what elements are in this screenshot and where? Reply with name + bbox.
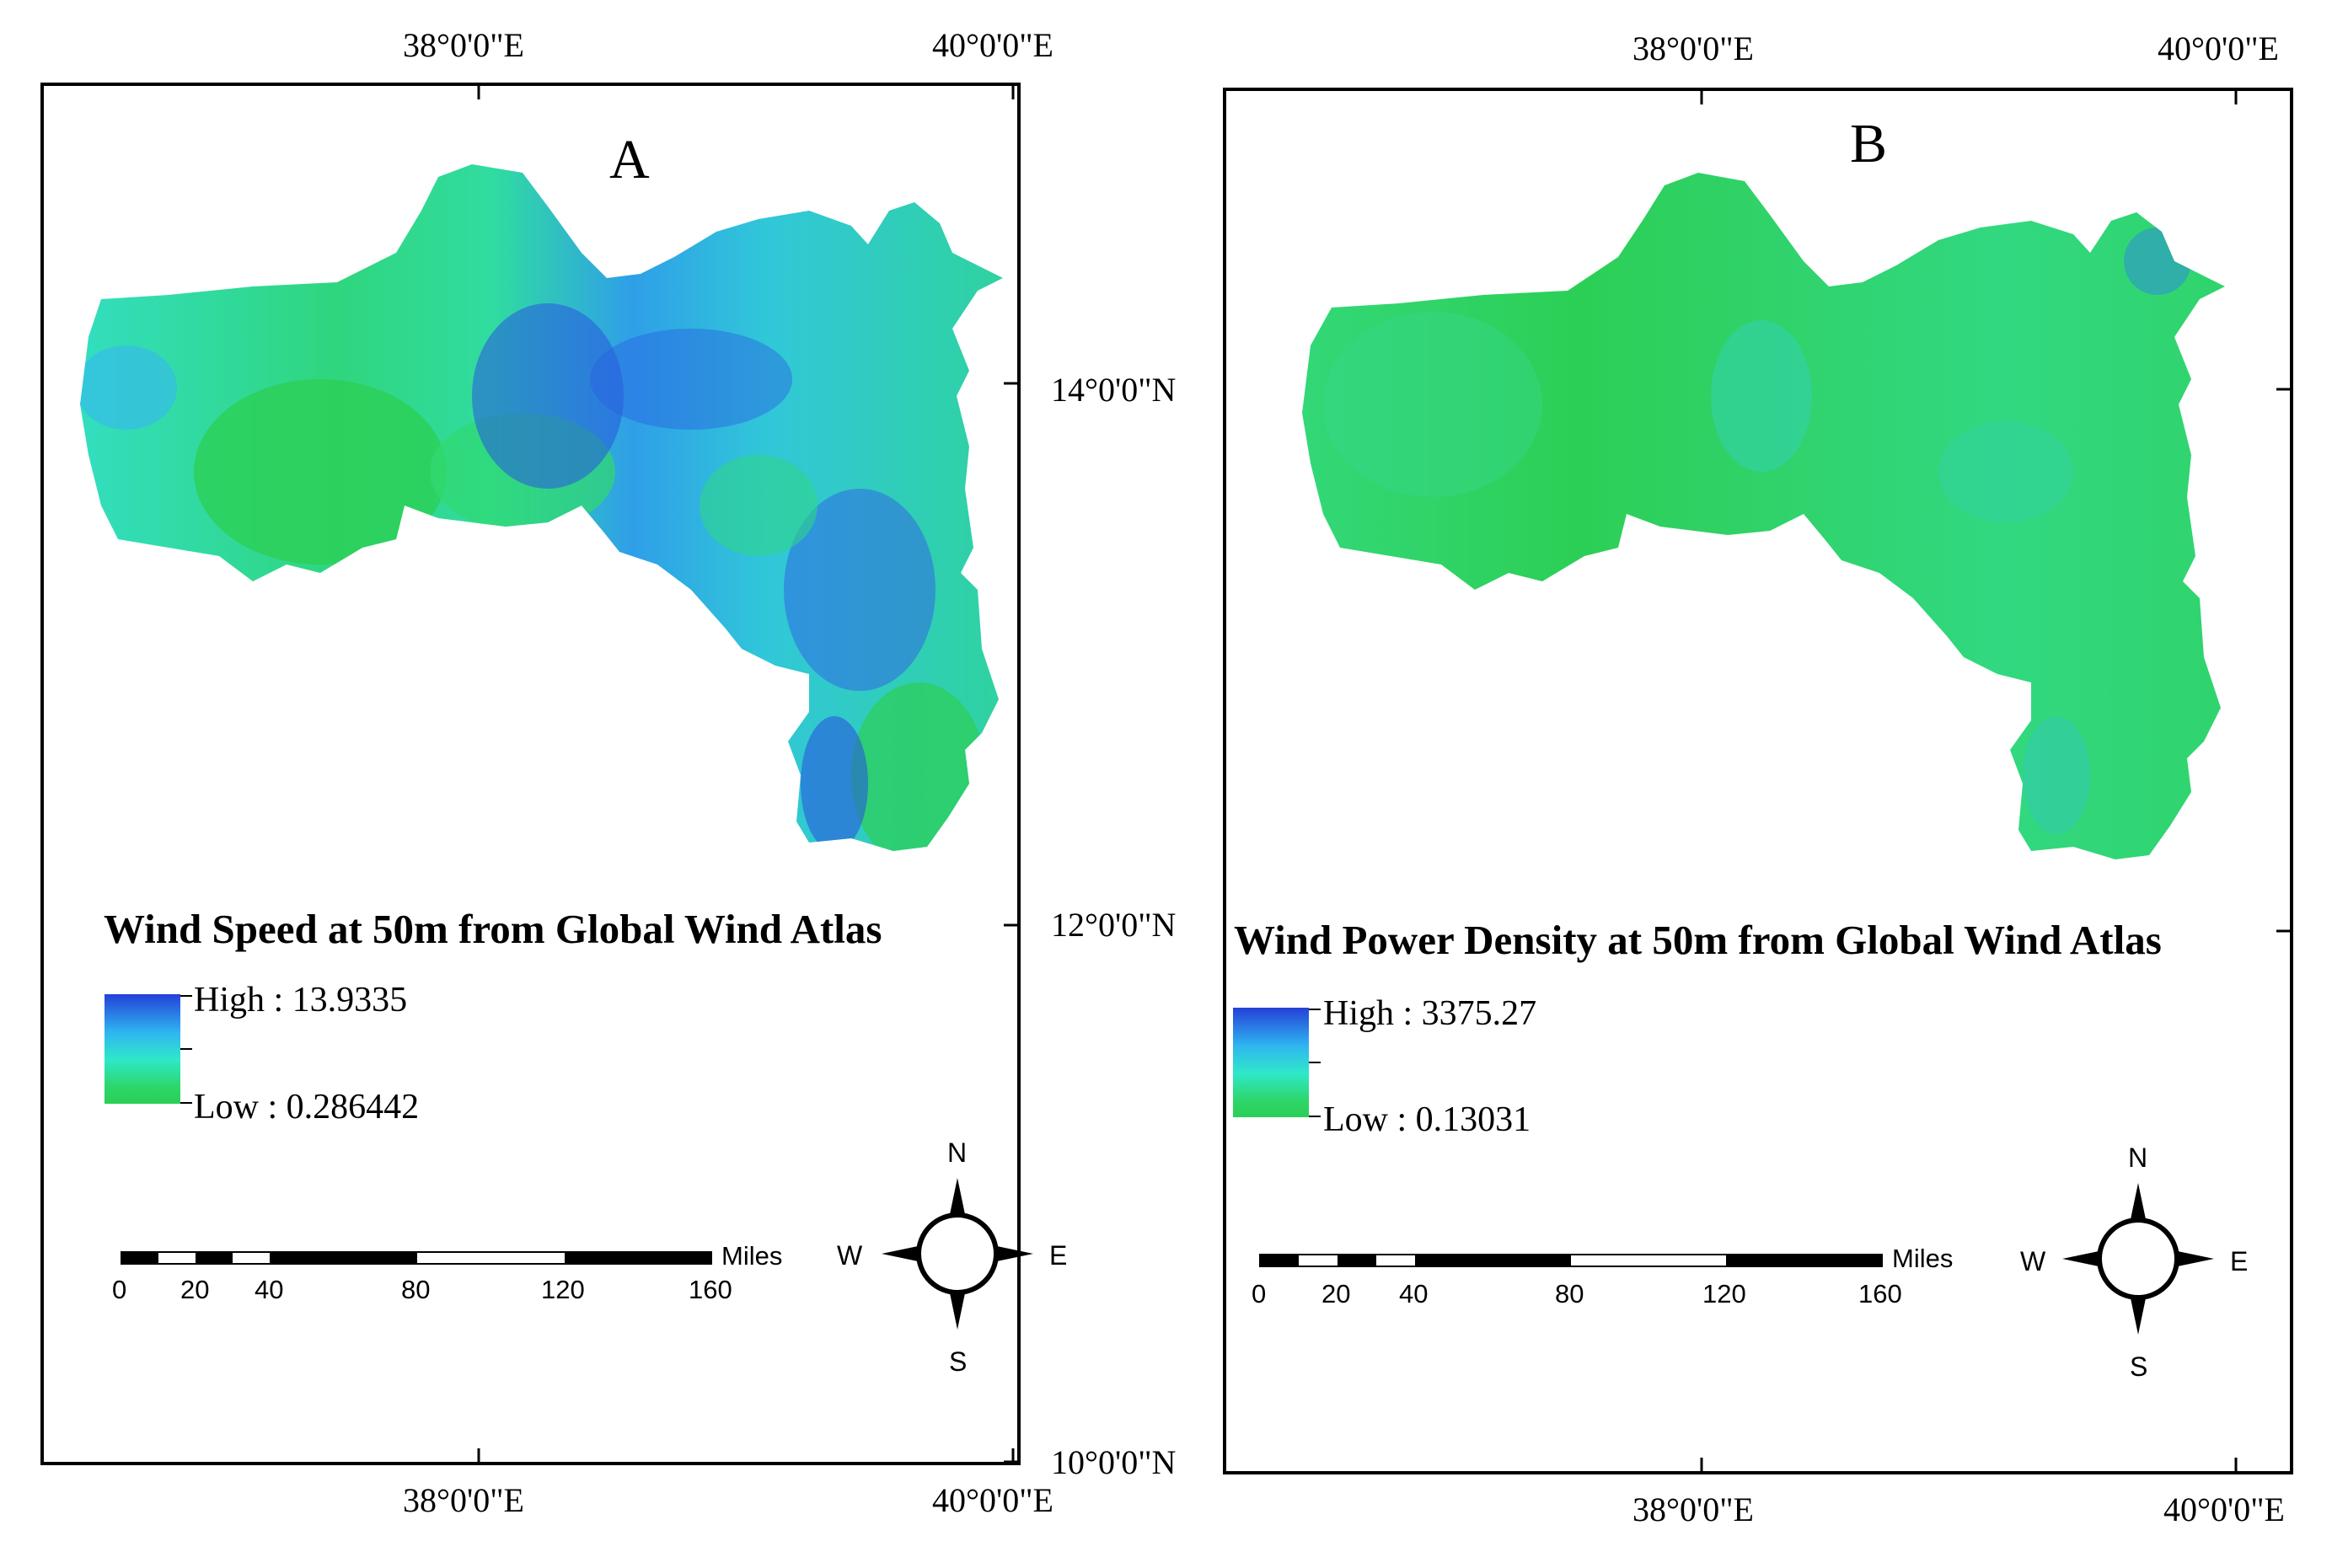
panel-a-compass-e: E [1049,1240,1068,1271]
panel-b-compass-s: S [2130,1351,2148,1382]
panel-b-scale-tick-160: 160 [1858,1279,1902,1308]
panel-a-compass-s: S [949,1346,968,1377]
panel-b-scale-tick-80: 80 [1555,1279,1584,1308]
panel-b-legend-high: High : 3375.27 [1323,994,1537,1033]
panel-b-compass-e: E [2230,1246,2249,1276]
panel-a-top-label-40e: 40°0'0"E [932,26,1053,64]
panel-a-ramp-tick-high [180,995,192,997]
panel-a-compass-n: N [947,1137,968,1168]
panel-b-bottom-label-40e: 40°0'0"E [2163,1490,2285,1528]
panel-b-ramp-tick-mid [1309,1062,1321,1063]
panel-b-legend-low: Low : 0.13031 [1323,1100,1531,1139]
panel-b-bottom-label-38e: 38°0'0"E [1632,1490,1754,1528]
panel-b-top-label-38e: 38°0'0"E [1632,29,1754,67]
panel-b-letter: B [1850,113,1888,174]
panel-a-right-label-14n: 14°0'0"N [1051,371,1177,409]
panel-a-scale-unit: Miles [721,1241,783,1271]
panel-b-ramp-tick-high [1309,1009,1321,1010]
panel-b-legend-ramp [1233,1008,1309,1117]
panel-a-scale-tick-40: 40 [255,1275,284,1304]
panel-a-bottom-label-40e: 40°0'0"E [932,1481,1053,1519]
panel-b-scale-tick-0: 0 [1252,1279,1267,1308]
panel-b-top-label-40e: 40°0'0"E [2158,29,2279,67]
panel-a-legend-title: Wind Speed at 50m from Global Wind Atlas [104,906,882,952]
panel-a-right-label-10n: 10°0'0"N [1051,1443,1177,1481]
panel-a-right-label-12n: 12°0'0"N [1051,906,1177,944]
panel-a-scale-tick-120: 120 [541,1275,585,1304]
panel-a-legend-low: Low : 0.286442 [194,1088,420,1126]
panel-a-letter: A [609,129,650,190]
panel-b-ramp-tick-low [1309,1116,1321,1117]
panel-a-compass-w: W [837,1240,863,1271]
panel-a-bottom-label-38e: 38°0'0"E [403,1481,524,1519]
panel-b-scale-tick-120: 120 [1702,1279,1746,1308]
panel-a-ramp-tick-mid [180,1048,192,1050]
panel-b-legend-title: Wind Power Density at 50m from Global Wi… [1234,917,2162,963]
panel-b-compass-n: N [2128,1143,2148,1173]
panel-a-scale-tick-80: 80 [401,1275,431,1304]
panel-a-scale-tick-0: 0 [112,1275,127,1304]
panel-b-scale-tick-40: 40 [1399,1279,1429,1308]
panel-b-scale-tick-20: 20 [1321,1279,1351,1308]
panel-a-legend-ramp [105,994,180,1104]
panel-a-legend-high: High : 13.9335 [194,981,408,1019]
panel-a-top-label-38e: 38°0'0"E [403,26,524,64]
panel-a-scale-tick-160: 160 [689,1275,732,1304]
panel-a-scale-tick-20: 20 [180,1275,210,1304]
panel-b-compass-w: W [2020,1246,2046,1276]
panel-b-scale-unit: Miles [1892,1244,1954,1273]
panel-a-ramp-tick-low [180,1102,192,1104]
